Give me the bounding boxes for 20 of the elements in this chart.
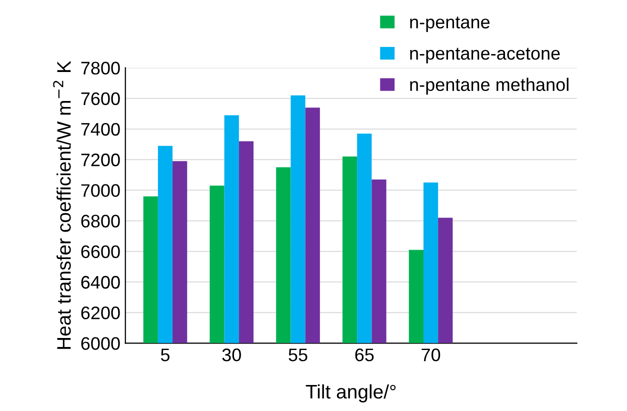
- y-tick-label: 6000: [81, 337, 120, 350]
- y-tick-label: 6400: [81, 276, 120, 289]
- y-tick-label: 6800: [81, 214, 120, 228]
- x-axis-title: Tilt angle/°: [306, 384, 396, 402]
- legend-label: n-pentane: [410, 16, 490, 32]
- y-tick-label: 7000: [81, 184, 120, 197]
- y-tick-label: 7200: [81, 154, 120, 166]
- y-tick-label: 7600: [81, 92, 120, 106]
- x-tick-label: 55: [288, 348, 308, 362]
- x-tick-label: 70: [422, 348, 440, 362]
- y-tick-label: 6200: [81, 306, 120, 320]
- legend-label: n-pentane methanol: [410, 78, 568, 95]
- x-tick-label: 65: [355, 348, 374, 362]
- y-axis-title: Heat transfer coefficient/W m$^{−2}$ K: [53, 60, 71, 349]
- y-tick-label: 6600: [81, 245, 120, 258]
- y-tick-label: 7400: [81, 122, 120, 136]
- legend-label: n-pentane-acetone: [410, 48, 560, 64]
- x-tick-label: 30: [222, 348, 241, 362]
- y-tick-label: 7800: [81, 62, 120, 75]
- x-tick-label: 5: [160, 348, 170, 362]
